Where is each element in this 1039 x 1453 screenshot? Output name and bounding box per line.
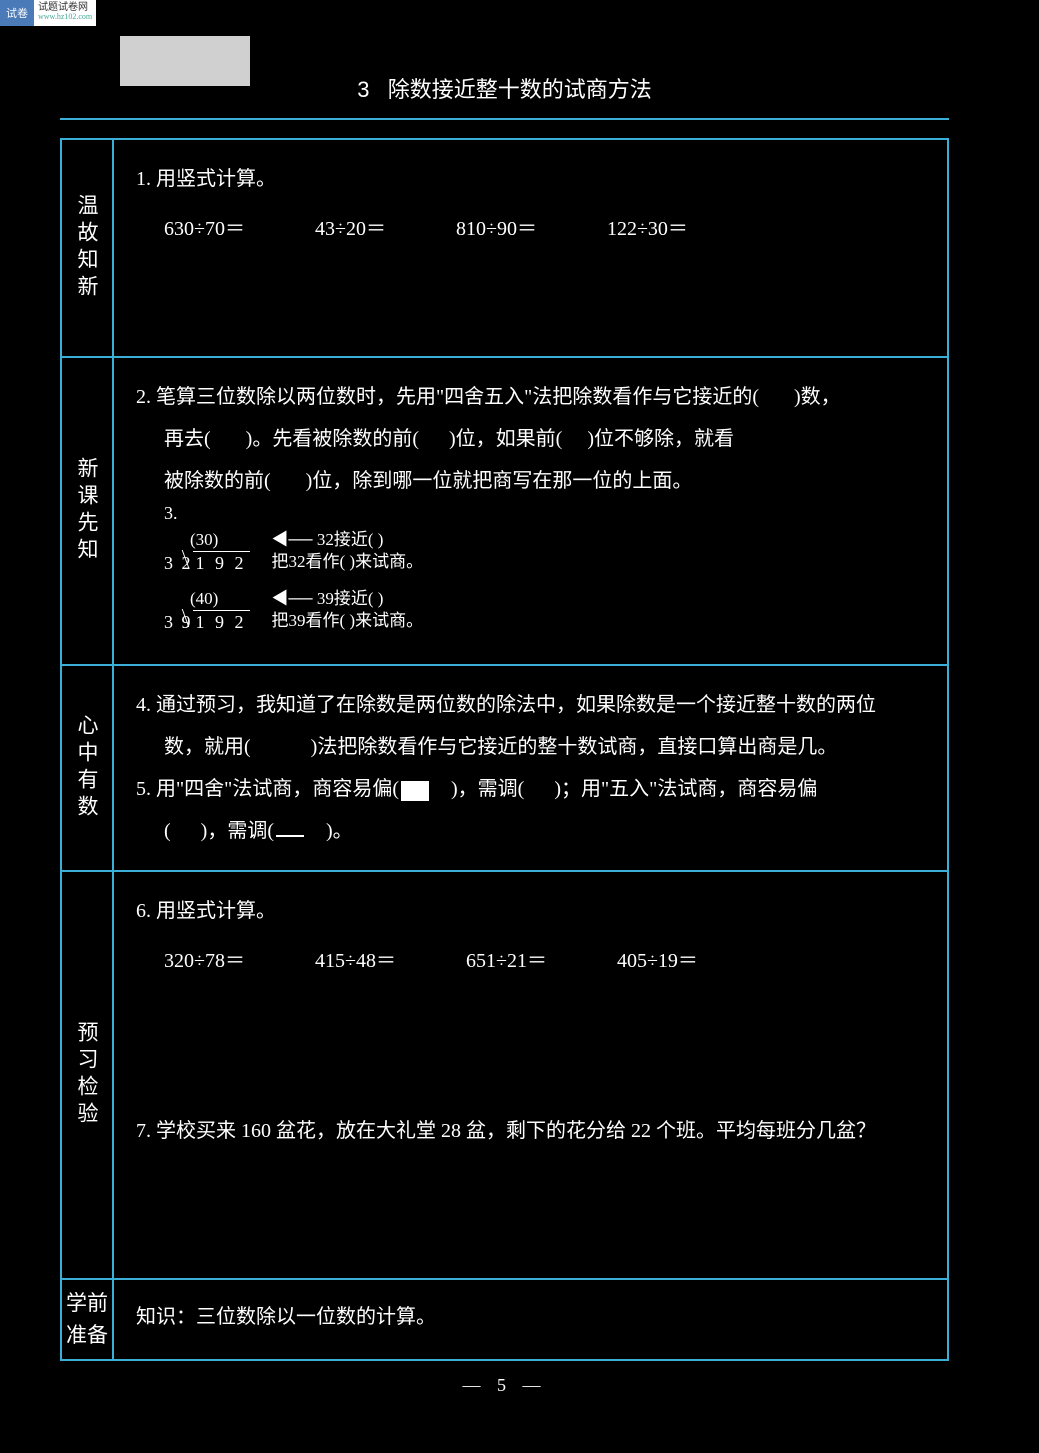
q6-label: 6. 用竖式计算。 — [136, 890, 925, 932]
q2-l2d: )位不够除，就看 — [587, 428, 734, 450]
q5-a: 5. 用"四舍"法试商，商容易偏( — [136, 778, 399, 800]
q3-div1: (30) 3 21 9 2 ◀── 32接近( ) 把32看作( )来试商。 — [164, 529, 925, 575]
page-title: 3 除数接近整十数的试商方法 — [60, 36, 949, 118]
q2-l1a: 2. 笔算三位数除以两位数时，先用"四舍五入"法把除数看作与它接近的( — [136, 386, 759, 408]
section-content-2: 2. 笔算三位数除以两位数时，先用"四舍五入"法把除数看作与它接近的( )数， … — [113, 357, 948, 665]
q3-label: 3. — [164, 503, 178, 523]
q4-l2b: )法把除数看作与它接近的整十数试商，直接口算出商是几。 — [311, 736, 838, 758]
longdiv-1: (30) 3 21 9 2 — [164, 529, 250, 575]
q5-d3: )。 — [326, 820, 353, 842]
q7-text: 7. 学校买来 160 盆花，放在大礼堂 28 盆，剩下的花分给 22 个班。平… — [136, 1110, 925, 1260]
section-label-2: 新课先知 — [61, 357, 113, 665]
page-header: 3 除数接近整十数的试商方法 — [60, 36, 949, 120]
d2-notes: ◀── 39接近( ) 把39看作( )来试商。 — [272, 588, 424, 632]
section-content-3: 4. 通过预习，我知道了在除数是两位数的除法中，如果除数是一个接近整十数的两位 … — [113, 665, 948, 871]
logo-site-url: www.hz102.com — [38, 13, 92, 21]
section-label-5: 学前准备 — [61, 1279, 113, 1360]
worksheet-table: 温故知新 1. 用竖式计算。 630÷70＝ 43÷20＝ 810÷90＝ 12… — [60, 138, 949, 1361]
longdiv-2: (40) 3 91 9 2 — [164, 588, 250, 634]
q4-line2: 数，就用( )法把除数看作与它接近的整十数试商，直接口算出商是几。 — [136, 726, 925, 768]
page-number: — 5 — — [60, 1375, 949, 1396]
section-label-1: 温故知新 — [61, 139, 113, 357]
d1-dividend: 1 9 2 — [196, 553, 247, 573]
d2-arrow2: 把39看作( )来试商。 — [272, 610, 424, 632]
q1-item-3: 810÷90＝ — [456, 208, 537, 338]
q2-l3a: 被除数的前( — [164, 470, 271, 492]
logo-badge: 试卷 — [0, 0, 34, 26]
title-divider — [60, 118, 949, 120]
d2-quotient: (40) — [164, 588, 250, 610]
q6-item-2: 415÷48＝ — [315, 940, 396, 1110]
title-text: 除数接近整十数的试商方法 — [388, 77, 652, 102]
q6-problems: 320÷78＝ 415÷48＝ 651÷21＝ 405÷19＝ — [136, 940, 925, 1110]
top-logo-bar: 试卷 试题试卷网 www.hz102.com — [0, 0, 1039, 26]
q1-item-1: 630÷70＝ — [164, 208, 245, 338]
q2-l3b: )位，除到哪一位就把商写在那一位的上面。 — [306, 470, 693, 492]
section-label-4: 预习检验 — [61, 871, 113, 1279]
q4-l2a: 数，就用( — [164, 736, 251, 758]
q6-item-3: 651÷21＝ — [466, 940, 547, 1110]
section-content-5: 知识：三位数除以一位数的计算。 — [113, 1279, 948, 1360]
q2-line1: 2. 笔算三位数除以两位数时，先用"四舍五入"法把除数看作与它接近的( )数， — [136, 376, 925, 418]
q1-item-2: 43÷20＝ — [315, 208, 386, 338]
section-content-4: 6. 用竖式计算。 320÷78＝ 415÷48＝ 651÷21＝ 405÷19… — [113, 871, 948, 1279]
q5-line1: 5. 用"四舍"法试商，商容易偏( )，需调( )；用"五入"法试商，商容易偏 — [136, 768, 925, 810]
q1-problems: 630÷70＝ 43÷20＝ 810÷90＝ 122÷30＝ — [136, 208, 925, 338]
q5-line2: ( )，需调( )。 — [136, 810, 925, 852]
d1-quotient: (30) — [164, 529, 250, 551]
q5-d2: )，需调( — [201, 820, 274, 842]
q5-b: )，需调( — [451, 778, 524, 800]
section-content-1: 1. 用竖式计算。 630÷70＝ 43÷20＝ 810÷90＝ 122÷30＝ — [113, 139, 948, 357]
q2-l2c: )位，如果前( — [449, 428, 562, 450]
d1-arrow1: ◀── 32接近( ) — [272, 529, 424, 551]
q1-label: 1. 用竖式计算。 — [136, 158, 925, 200]
title-number: 3 — [357, 77, 369, 102]
q4-line1: 4. 通过预习，我知道了在除数是两位数的除法中，如果除数是一个接近整十数的两位 — [136, 684, 925, 726]
prep-text: 知识：三位数除以一位数的计算。 — [136, 1296, 925, 1338]
q6-item-1: 320÷78＝ — [164, 940, 245, 1110]
q2-line3: 被除数的前( )位，除到哪一位就把商写在那一位的上面。 — [136, 460, 925, 502]
d1-arrow2: 把32看作( )来试商。 — [272, 551, 424, 573]
d1-notes: ◀── 32接近( ) 把32看作( )来试商。 — [272, 529, 424, 573]
q2-line2: 再去( )。先看被除数的前( )位，如果前( )位不够除，就看 — [136, 418, 925, 460]
q5-underbox — [276, 819, 304, 837]
q2-l2b: )。先看被除数的前( — [246, 428, 419, 450]
d2-arrow1: ◀── 39接近( ) — [272, 588, 424, 610]
section-label-3: 心中有数 — [61, 665, 113, 871]
logo-text: 试题试卷网 www.hz102.com — [34, 0, 96, 26]
q2-l2a: 再去( — [164, 428, 211, 450]
d2-dividend: 1 9 2 — [196, 612, 247, 632]
q5-c: )；用"五入"法试商，商容易偏 — [554, 778, 817, 800]
q3-div2: (40) 3 91 9 2 ◀── 39接近( ) 把39看作( )来试商。 — [164, 588, 925, 634]
q2-l1b: )数， — [794, 386, 841, 408]
q5-d1: ( — [164, 820, 171, 842]
q1-item-4: 122÷30＝ — [607, 208, 688, 338]
q6-item-4: 405÷19＝ — [617, 940, 698, 1110]
q3-block: 3. (30) 3 21 9 2 ◀── 32接近( ) 把32看作( )来试商… — [136, 502, 925, 634]
q5-whitebox1 — [401, 781, 429, 801]
